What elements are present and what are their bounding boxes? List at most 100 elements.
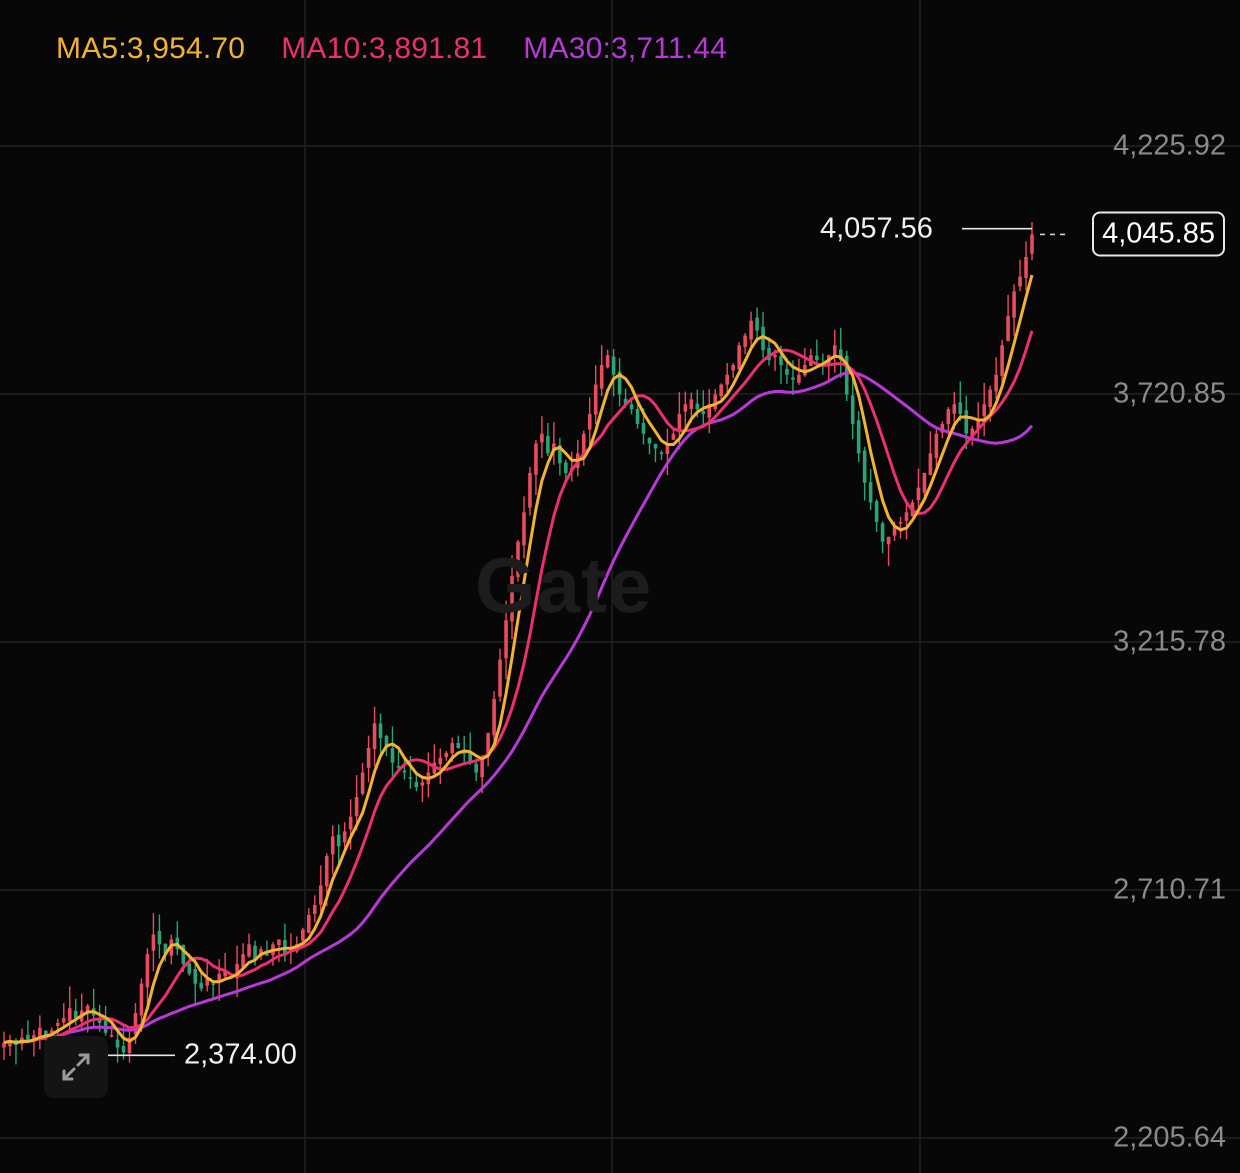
candle-body-119 [713,394,718,410]
watermark: Gate [475,541,653,629]
candle-body-164 [982,404,986,417]
candle-body-39 [235,964,239,979]
candle-body-81 [486,733,490,755]
candle-body-16 [97,1018,102,1023]
candle-body-100 [599,364,604,389]
candle-body-108 [647,437,652,444]
candle-body-115 [689,399,694,409]
candle-body-103 [617,371,622,395]
candle-body-151 [904,512,909,521]
candle-body-133 [797,374,801,383]
candle-body-53 [318,885,323,905]
candle-body-102 [611,356,616,375]
candle-body-170 [1018,276,1022,287]
ma-legend: MA5:3,954.70 MA10:3,891.81 MA30:3,711.44 [56,32,727,66]
candle-body-82 [492,698,496,736]
candle-body-122 [731,364,735,371]
candle-body-155 [928,453,933,475]
candle-body-149 [892,526,897,536]
candle-body-86 [516,541,520,577]
candle-body-70 [420,782,425,786]
candle-body-20 [121,1046,126,1053]
candle-body-169 [1012,291,1016,318]
candle-body-65 [390,748,395,763]
candle-body-93 [558,445,562,464]
candle-body-92 [552,443,556,452]
candle-body-160 [958,402,963,415]
candle-body-147 [880,523,885,542]
candle-body-35 [211,983,215,985]
candle-body-31 [187,963,192,974]
candle-body-158 [946,409,951,425]
candle-body-131 [785,368,789,375]
candle-body-105 [629,404,634,410]
candle-body-55 [330,836,335,855]
candle-body-154 [922,472,927,493]
legend-ma10: MA10:3,891.81 [281,32,488,65]
candle-body-78 [468,752,472,763]
candle-body-8 [50,1030,54,1034]
candle-body-9 [55,1022,60,1026]
candle-body-117 [701,411,706,415]
candle-body-132 [791,377,795,380]
candle-body-1 [8,1040,12,1047]
candle-body-89 [534,443,538,475]
candle-body-150 [898,522,903,524]
candle-body-54 [324,855,329,887]
candle-body-148 [886,536,891,545]
candle-body-74 [444,752,449,758]
candle-body-130 [779,355,783,365]
candle-body-27 [163,943,168,955]
candle-body-25 [151,934,156,951]
candle-body-12 [73,1010,78,1019]
candle-body-120 [719,384,724,397]
candle-body-172 [1030,234,1034,254]
candle-body-19 [115,1039,120,1048]
expand-arrows-icon [62,1053,90,1081]
candle-body-124 [743,335,747,347]
candle-body-75 [450,743,455,754]
candle-body-6 [38,1027,42,1039]
candle-body-128 [767,347,771,361]
candle-body-166 [994,374,998,392]
candle-body-156 [934,433,939,459]
expand-button[interactable] [44,1036,108,1098]
ma30-line [3,371,1034,1045]
candle-body-63 [378,723,383,739]
candle-body-58 [348,816,353,830]
candle-body-40 [241,954,245,968]
candle-body-140 [838,349,843,361]
last-price-badge: 4,045.85 [1092,211,1225,257]
candle-body-142 [850,395,855,424]
candle-body-162 [970,428,975,439]
y-tick-4: 2,205.64 [1113,1121,1226,1154]
candle-body-32 [193,969,198,984]
candle-body-61 [366,747,371,768]
ma10-line [3,330,1034,1045]
candle-body-171 [1024,256,1028,279]
candle-body-85 [510,576,514,622]
candle-body-30 [181,944,186,965]
candle-body-87 [522,512,526,546]
candle-body-52 [312,905,317,914]
candle-body-73 [438,757,443,765]
candle-body-110 [659,452,664,454]
candle-body-7 [44,1031,48,1038]
candle-body-60 [360,772,365,794]
candle-body-56 [336,834,341,847]
candle-body-46 [277,939,281,946]
y-tick-0: 4,225.92 [1113,129,1226,162]
candle-body-76 [456,742,461,748]
candle-body-84 [504,620,508,659]
candle-body-88 [528,472,532,508]
candle-body-11 [67,1008,72,1022]
candle-body-91 [546,435,550,454]
candle-body-34 [205,978,210,986]
candle-body-134 [803,364,807,376]
legend-ma30: MA30:3,711.44 [523,32,728,65]
candle-body-139 [832,345,837,356]
candle-body-126 [755,317,759,331]
candle-body-168 [1006,315,1010,342]
